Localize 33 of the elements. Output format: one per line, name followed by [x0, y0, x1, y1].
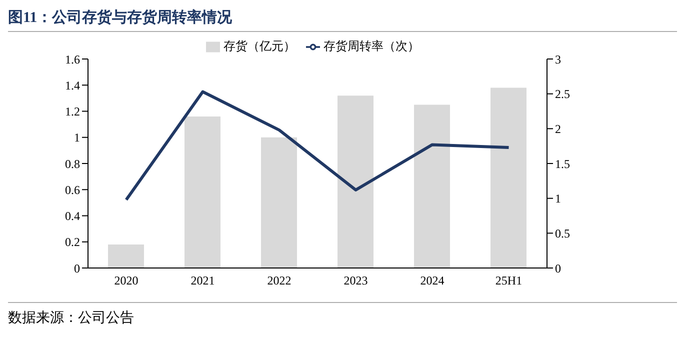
x-tick-label: 2022	[267, 274, 292, 288]
y2-tick-label: 2	[555, 122, 561, 136]
legend-label: 存货（亿元）	[224, 39, 296, 53]
y2-tick-label: 0.5	[555, 226, 570, 240]
source-note: 数据来源：公司公告	[8, 309, 135, 327]
x-tick-label: 2020	[114, 274, 138, 288]
y-tick-label: 0	[74, 261, 80, 276]
y-tick-label: 0.2	[65, 235, 80, 250]
x-tick-label: 2024	[420, 274, 444, 288]
x-tick-label: 2023	[344, 274, 368, 288]
y-tick-label: 0.8	[65, 156, 80, 171]
chart-title: 图11：公司存货与存货周转率情况	[8, 8, 677, 32]
y-tick-label: 1	[74, 130, 80, 145]
bar	[338, 96, 374, 268]
x-tick-label: 2021	[190, 274, 215, 288]
y2-tick-label: 0	[555, 261, 561, 276]
y-tick-label: 0.4	[65, 209, 80, 224]
y2-tick-label: 3	[555, 52, 561, 66]
line-series	[124, 90, 510, 202]
bar	[414, 104, 450, 268]
y-tick-label: 1.2	[65, 104, 80, 119]
y2-tick-label: 1.5	[555, 156, 570, 171]
bar	[261, 137, 297, 268]
y2-tick-label: 2.5	[555, 87, 570, 102]
bar	[490, 88, 526, 268]
y2-tick-label: 1	[555, 192, 561, 206]
y-tick-label: 1.4	[65, 78, 80, 92]
bar	[108, 244, 144, 268]
y-tick-label: 0.6	[65, 182, 80, 197]
x-tick-label: 25H1	[495, 274, 522, 288]
y-tick-label: 1.6	[65, 52, 80, 66]
bar	[184, 116, 220, 268]
legend-label: 存货周转率（次）	[324, 39, 420, 53]
